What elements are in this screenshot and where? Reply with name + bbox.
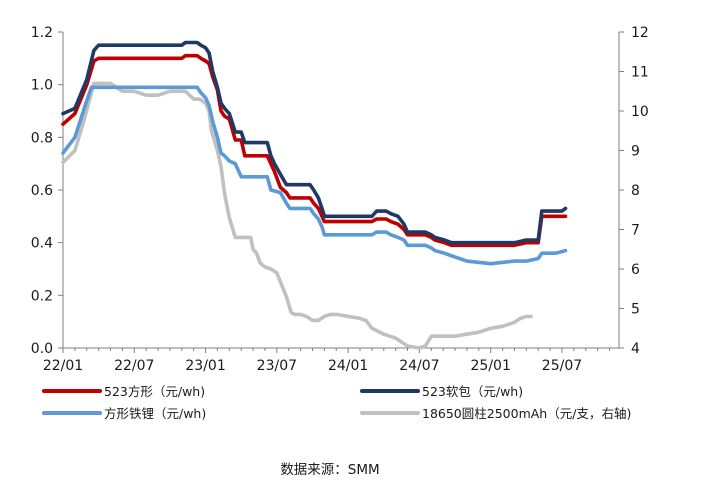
- right-y-tick-label: 6: [631, 262, 640, 278]
- legend-label-1: 523软包（元/wh): [422, 384, 523, 399]
- left-y-tick-label: 0.2: [31, 288, 53, 304]
- series-layer: [61, 40, 568, 350]
- axes-layer: 0.0 0.2 0.4 0.6 0.8 1.0 1.2 4 5 6 7 8 9 10 11 12 22/01 22…: [31, 25, 649, 374]
- right-y-tick-label: 9: [631, 144, 640, 160]
- x-tick-label: 24/07: [399, 358, 439, 374]
- right-y-tick-label: 8: [631, 183, 640, 199]
- x-tick-label: 22/01: [43, 358, 83, 374]
- left-y-tick-label: 0.4: [31, 236, 53, 252]
- right-y-tick-label: 11: [631, 65, 649, 81]
- x-tick-label: 25/07: [542, 358, 582, 374]
- x-tick-label: 23/07: [257, 358, 297, 374]
- left-y-tick-label: 0.0: [31, 341, 53, 357]
- legend: 523方形（元/wh) 523软包（元/wh) 方形铁锂（元/wh) 18650圆柱2…: [42, 384, 631, 421]
- series-line-0: [61, 53, 568, 248]
- left-y-tick-label: 1.2: [31, 25, 53, 41]
- x-tick-label: 25/01: [471, 358, 511, 374]
- right-y-tick-label: 7: [631, 223, 640, 239]
- legend-label-0: 523方形（元/wh): [104, 384, 205, 399]
- right-y-tick-label: 4: [631, 341, 640, 357]
- left-y-tick-label: 0.8: [31, 130, 53, 146]
- left-y-tick-label: 1.0: [31, 78, 53, 94]
- x-tick-label: 22/07: [114, 358, 154, 374]
- x-tick-label: 24/01: [328, 358, 368, 374]
- series-line-2: [61, 85, 568, 266]
- legend-label-3: 18650圆柱2500mAh（元/支，右轴): [422, 406, 631, 421]
- series-line-1: [61, 40, 568, 245]
- right-y-tick-label: 5: [631, 302, 640, 318]
- series-line-3: [61, 81, 533, 350]
- left-y-tick-label: 0.6: [31, 183, 53, 199]
- right-y-tick-label: 12: [631, 25, 649, 41]
- source-note: 数据来源：SMM: [280, 462, 379, 478]
- right-y-tick-label: 10: [631, 104, 649, 120]
- x-tick-label: 23/01: [185, 358, 225, 374]
- legend-label-2: 方形铁锂（元/wh): [104, 406, 206, 421]
